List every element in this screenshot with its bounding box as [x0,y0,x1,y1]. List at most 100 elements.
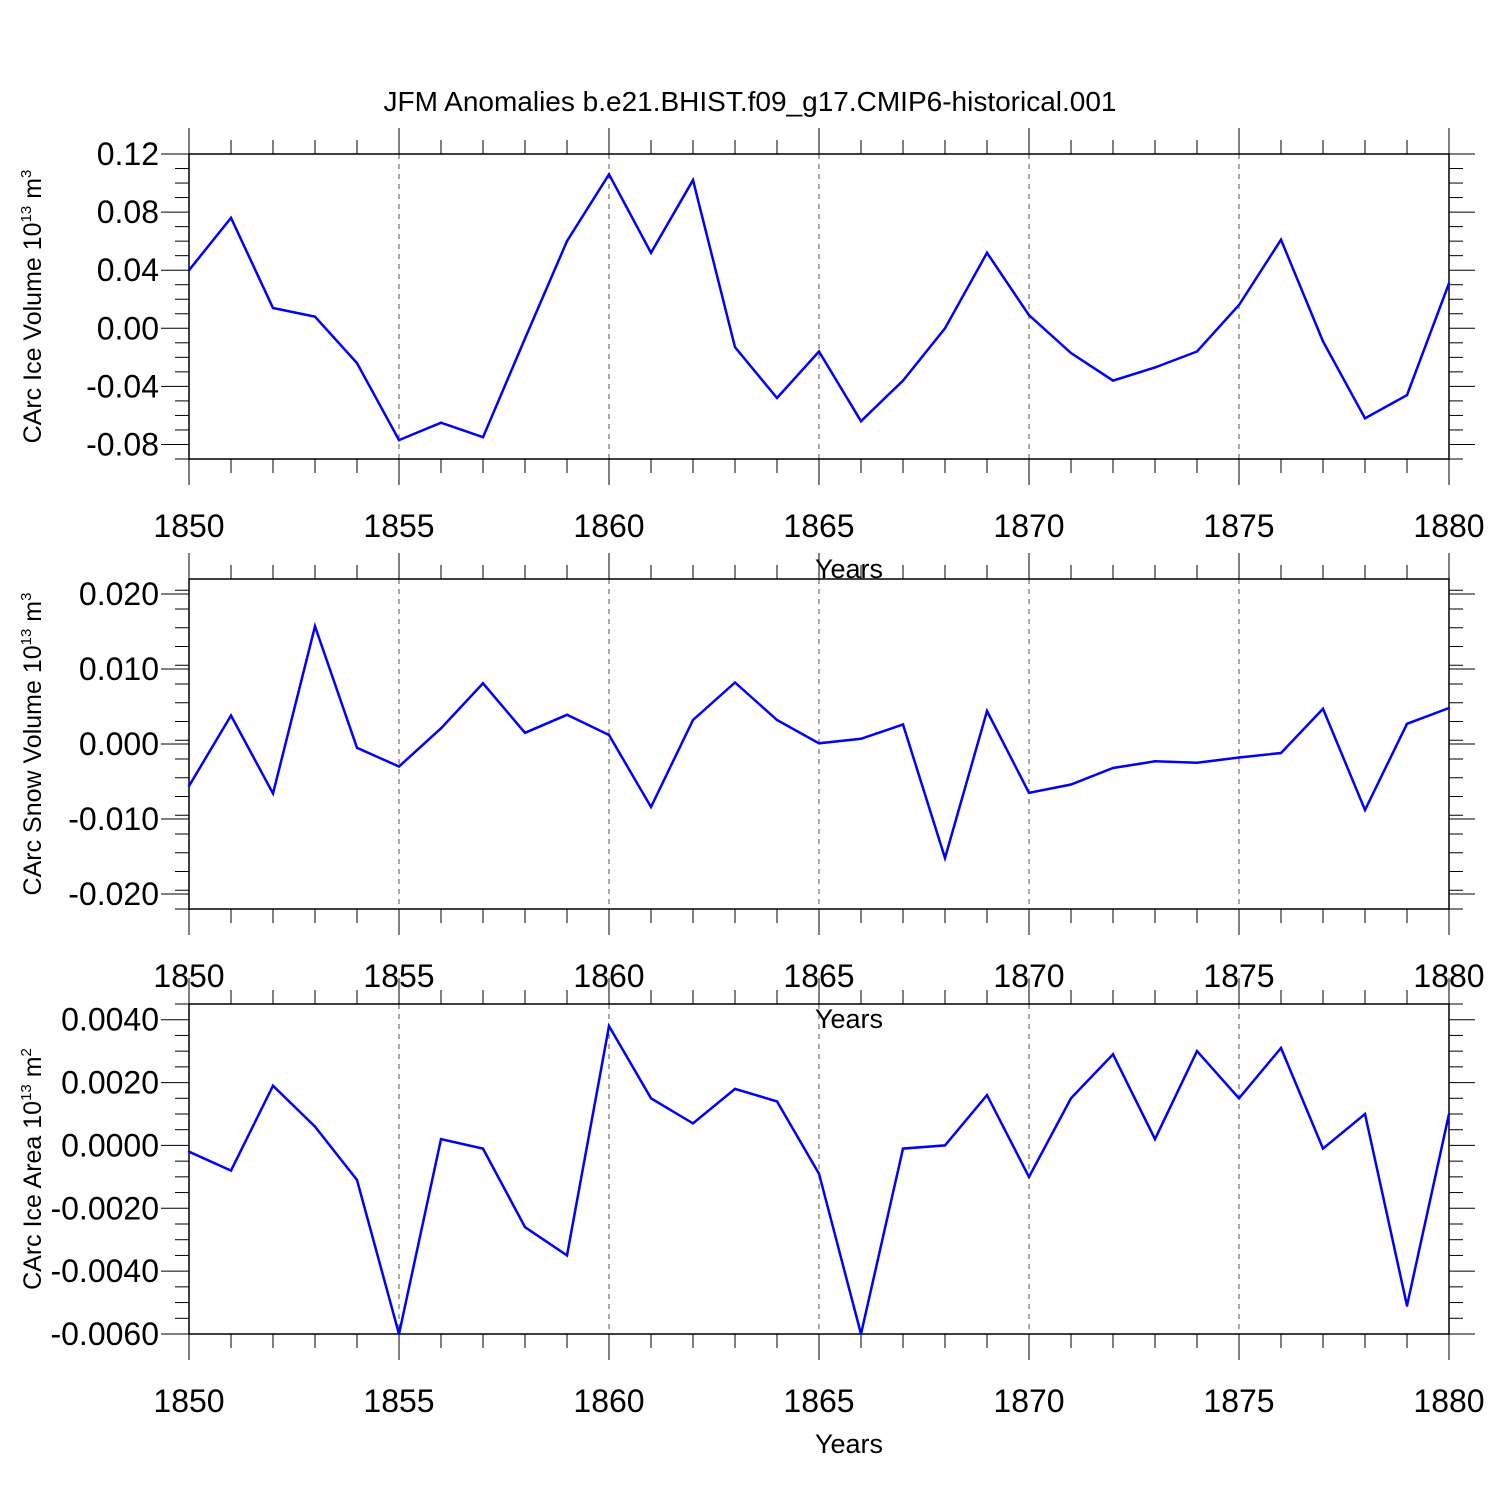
data-point [271,1084,275,1087]
data-point [1027,1175,1031,1179]
y-tick-label: 0.0020 [61,1065,159,1101]
x-tick-label: 1850 [153,1383,224,1419]
data-point [1153,1137,1157,1141]
y-tick-label: 0.020 [79,576,159,612]
figure-title: JFM Anomalies b.e21.BHIST.f09_g17.CMIP6-… [383,86,1117,117]
data-point [1405,1304,1409,1307]
data-point [901,723,905,726]
data-point [355,361,359,365]
x-axis-label: Years [815,1004,883,1034]
data-point [817,1172,821,1175]
data-point [1237,303,1241,307]
data-point [649,251,653,254]
x-tick-label: 1875 [1203,1383,1274,1419]
x-tick-label: 1870 [993,508,1064,544]
data-point [187,268,191,272]
data-point [565,713,569,716]
data-point [901,379,905,382]
data-point [439,727,443,730]
data-point [1027,791,1031,794]
data-point [355,1178,359,1182]
data-point [1321,707,1325,710]
x-axis-label: Years [815,1429,883,1459]
data-point [1195,1049,1199,1053]
y-tick-label: 0.04 [97,252,159,288]
y-tick-label: 0.0000 [61,1127,159,1163]
data-point [691,1122,695,1125]
y-tick-label: 0.12 [97,136,159,172]
data-point [1363,1112,1367,1116]
data-point [985,709,989,713]
x-tick-label: 1860 [573,508,644,544]
data-point [313,315,317,318]
data-point [1111,766,1115,770]
data-point [901,1147,905,1150]
data-point [859,737,863,740]
x-tick-label: 1855 [363,1383,434,1419]
y-axis-label: CArc Snow Volume 1013 m3 [18,593,47,896]
data-point [985,1093,989,1097]
data-point [187,1150,191,1153]
data-point [775,1100,779,1103]
data-point [1405,722,1409,725]
data-point [733,681,737,684]
data-point [859,1332,863,1336]
data-point [439,1137,443,1141]
data-point [355,746,359,749]
data-point [1069,351,1073,355]
data-point [1195,350,1199,353]
data-point [859,420,863,423]
data-point [1237,1097,1241,1100]
data-point [1153,760,1157,763]
data-point [607,733,611,737]
data-point [607,173,611,176]
y-tick-label: -0.08 [86,426,159,462]
data-point [565,1254,569,1257]
data-point [1027,314,1031,317]
panel-ice-volume: 0.12 0.08 0.04 0.00 -0.04 -0.08 1850 1855 1860 18… [18,128,1485,584]
data-point [1321,340,1325,343]
y-axis-label: CArc Ice Volume 1013 m3 [18,170,47,444]
data-point [481,436,485,439]
data-point [1447,282,1451,285]
data-point [607,1024,611,1028]
data-point [229,1169,233,1172]
x-tick-label: 1860 [573,1383,644,1419]
data-point [523,337,527,340]
data-point [943,327,947,330]
data-point [313,625,317,628]
x-tick-label: 1850 [153,508,224,544]
data-point [1195,761,1199,764]
data-point [733,1087,737,1091]
x-tick-label: 1870 [993,1383,1064,1419]
data-point [775,396,779,400]
data-point [1111,1053,1115,1056]
data-point [1363,808,1367,812]
data-point [943,1144,947,1147]
data-point [649,1097,653,1100]
y-tick-label: -0.010 [68,801,159,837]
data-point [691,718,695,722]
y-tick-label: -0.0060 [50,1316,159,1352]
data-point [733,345,737,349]
data-point [817,350,821,353]
data-point [523,1225,527,1229]
y-tick-label: 0.08 [97,194,159,230]
data-point [271,306,275,310]
data-point [1447,1112,1451,1116]
y-axis-label: CArc Ice Area 1013 m2 [18,1048,47,1290]
x-tick-label: 1880 [1413,508,1484,544]
data-point [1405,393,1409,397]
data-point [313,1125,317,1128]
data-point [985,251,989,254]
x-tick-label: 1865 [783,1383,854,1419]
data-point [649,805,653,809]
x-tick-label: 1875 [1203,508,1274,544]
data-point [817,742,821,745]
data-point [439,421,443,424]
y-tick-label: 0.000 [79,726,159,762]
data-point [1279,238,1283,241]
data-point [523,731,527,734]
